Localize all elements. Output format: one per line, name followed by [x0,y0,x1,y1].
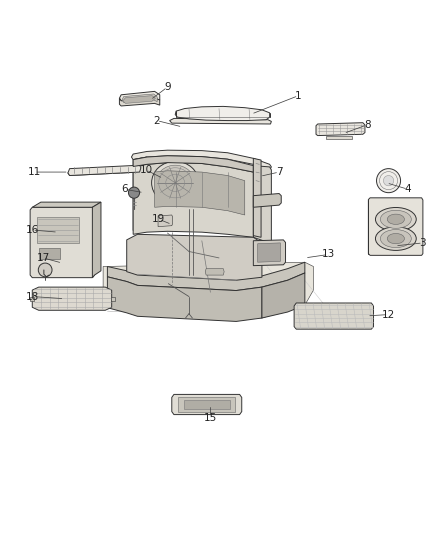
Polygon shape [158,215,173,227]
Text: 2: 2 [153,116,160,126]
Polygon shape [122,94,157,102]
Polygon shape [123,95,155,103]
Ellipse shape [387,233,404,244]
Polygon shape [253,158,261,237]
Polygon shape [32,202,101,207]
Polygon shape [131,150,272,170]
Ellipse shape [152,161,199,204]
Polygon shape [133,156,253,172]
Circle shape [38,263,52,277]
Ellipse shape [380,211,411,228]
Polygon shape [205,269,224,275]
Text: 12: 12 [382,310,395,320]
Polygon shape [120,91,160,101]
Circle shape [383,175,394,186]
Text: 1: 1 [295,91,302,101]
Text: 11: 11 [28,167,41,177]
Text: 4: 4 [405,184,411,194]
Ellipse shape [387,214,404,224]
Polygon shape [178,397,235,411]
Polygon shape [111,296,115,301]
Polygon shape [155,171,245,215]
Text: 10: 10 [139,165,152,175]
Text: 15: 15 [204,413,217,423]
Polygon shape [175,107,270,120]
Polygon shape [253,240,286,265]
Ellipse shape [156,165,194,200]
Polygon shape [326,135,352,139]
Text: 8: 8 [364,120,371,130]
Polygon shape [30,297,34,301]
Polygon shape [262,273,305,318]
Text: 7: 7 [276,167,283,177]
Polygon shape [316,123,365,135]
Polygon shape [172,394,242,415]
Text: 17: 17 [36,253,49,263]
Polygon shape [120,98,160,106]
Polygon shape [170,118,272,124]
Circle shape [128,187,140,198]
Polygon shape [68,165,141,175]
Ellipse shape [380,230,411,248]
Polygon shape [32,287,112,310]
Polygon shape [258,243,280,262]
Polygon shape [103,262,314,318]
Polygon shape [39,248,60,259]
Polygon shape [127,235,262,280]
Text: 16: 16 [26,225,39,235]
Text: 13: 13 [322,249,335,260]
Ellipse shape [375,227,416,251]
Text: 9: 9 [164,82,171,92]
Polygon shape [253,193,281,207]
Polygon shape [294,303,374,329]
Polygon shape [92,202,101,278]
Text: 18: 18 [26,292,39,302]
Polygon shape [133,163,253,237]
Polygon shape [36,217,79,243]
Polygon shape [107,277,262,321]
Circle shape [377,168,401,192]
Text: 3: 3 [420,238,426,248]
Text: 19: 19 [152,214,166,224]
Ellipse shape [375,207,416,231]
Polygon shape [107,262,305,290]
Polygon shape [184,400,230,409]
Polygon shape [368,198,423,255]
Polygon shape [253,166,272,243]
Text: 6: 6 [121,184,128,194]
Polygon shape [30,207,95,278]
Polygon shape [133,157,147,230]
